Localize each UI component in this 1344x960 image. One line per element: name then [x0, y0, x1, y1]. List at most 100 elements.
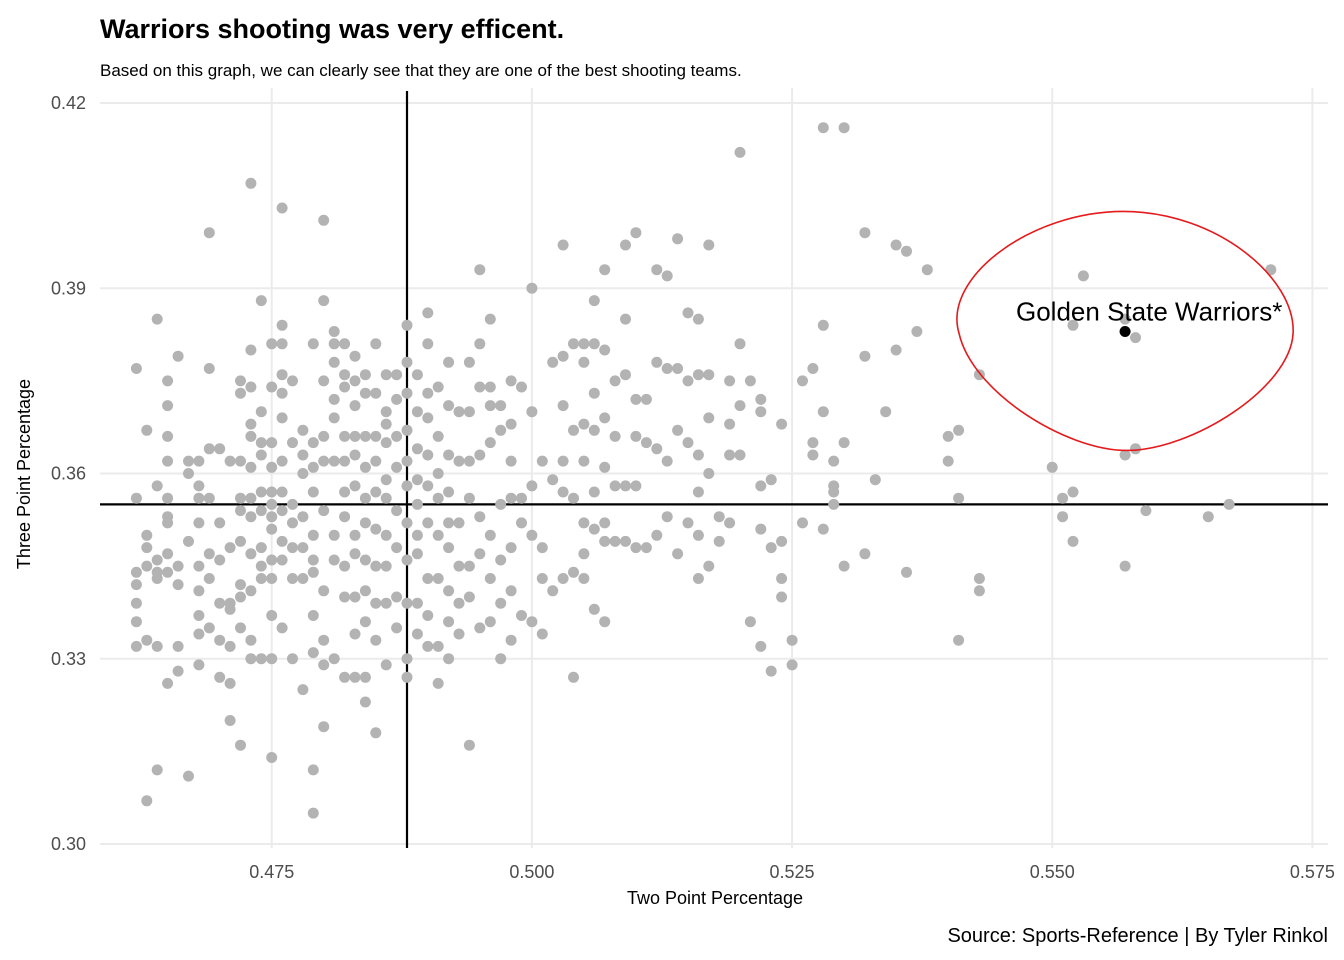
- data-point: [599, 344, 611, 356]
- data-point: [724, 418, 736, 430]
- data-point: [484, 529, 496, 541]
- data-point: [463, 560, 475, 572]
- data-point: [599, 461, 611, 473]
- data-point: [224, 455, 236, 467]
- data-point: [349, 350, 361, 362]
- data-point: [1067, 535, 1079, 547]
- data-point: [682, 375, 694, 387]
- data-point: [276, 319, 288, 331]
- data-point: [193, 480, 205, 492]
- data-point: [172, 640, 184, 652]
- data-point: [266, 554, 278, 566]
- data-point: [568, 338, 579, 350]
- data-point: [349, 628, 361, 640]
- data-point: [640, 542, 652, 554]
- data-point: [495, 653, 507, 665]
- data-point: [411, 474, 423, 486]
- data-point: [536, 573, 548, 584]
- data-point: [630, 393, 642, 405]
- data-point: [484, 437, 496, 449]
- data-point: [609, 375, 621, 387]
- data-point: [744, 616, 756, 628]
- data-point: [797, 375, 808, 387]
- data-point: [443, 356, 455, 368]
- data-point: [838, 122, 850, 134]
- data-point: [640, 393, 652, 405]
- data-point: [422, 449, 434, 461]
- data-point: [578, 338, 590, 350]
- data-point: [266, 498, 278, 510]
- data-point: [526, 616, 538, 628]
- data-point: [484, 381, 496, 393]
- data-point: [547, 474, 559, 486]
- data-point: [266, 511, 278, 523]
- data-point: [203, 622, 215, 634]
- data-point: [162, 455, 174, 467]
- data-point: [339, 591, 351, 603]
- data-point: [765, 542, 777, 554]
- data-point: [276, 554, 288, 566]
- data-point: [307, 610, 319, 621]
- data-point: [422, 573, 434, 584]
- data-point: [901, 566, 912, 578]
- data-point: [411, 529, 423, 541]
- data-point: [359, 387, 371, 399]
- data-point: [734, 400, 746, 412]
- data-point: [224, 715, 236, 726]
- data-point: [838, 560, 850, 572]
- data-point: [505, 492, 517, 504]
- data-point: [235, 579, 246, 591]
- data-point: [422, 517, 434, 529]
- data-point: [724, 375, 736, 387]
- data-point: [526, 529, 538, 541]
- data-point: [151, 573, 163, 584]
- data-point: [151, 554, 163, 566]
- data-point: [516, 381, 527, 393]
- data-point: [411, 443, 423, 455]
- data-point: [682, 437, 694, 449]
- data-point: [235, 622, 246, 634]
- data-point: [1067, 486, 1079, 498]
- data-point: [266, 486, 278, 498]
- data-point: [193, 560, 205, 572]
- data-point: [307, 764, 319, 776]
- data-points: [130, 122, 1277, 819]
- data-point: [328, 412, 340, 424]
- data-point: [599, 264, 611, 276]
- data-point: [318, 430, 330, 442]
- data-point: [568, 424, 579, 436]
- data-point: [755, 406, 767, 418]
- data-point: [672, 233, 684, 245]
- data-point: [183, 770, 194, 782]
- data-point: [568, 671, 579, 683]
- data-point: [453, 597, 465, 609]
- data-point: [953, 424, 965, 436]
- data-point: [276, 369, 288, 381]
- data-point: [776, 591, 788, 603]
- data-point: [245, 430, 257, 442]
- data-point: [1202, 511, 1214, 523]
- data-point: [432, 529, 444, 541]
- data-point: [692, 449, 704, 461]
- data-point: [526, 406, 538, 418]
- data-point: [172, 350, 184, 362]
- data-point: [391, 430, 403, 442]
- data-point: [765, 474, 777, 486]
- data-point: [651, 529, 663, 541]
- data-point: [526, 282, 538, 294]
- grid: [100, 88, 1328, 848]
- data-point: [578, 548, 590, 560]
- data-point: [463, 455, 475, 467]
- data-point: [672, 548, 684, 560]
- data-point: [380, 437, 392, 449]
- data-point: [141, 560, 153, 572]
- data-point: [214, 634, 226, 646]
- tick-labels: 0.475 0.500 0.525 0.550 0.575 0.30 0.33 0.36 0.3…: [51, 93, 1335, 882]
- y-axis-label: Three Point Percentage: [14, 379, 34, 569]
- data-point: [349, 400, 361, 412]
- data-point: [307, 807, 319, 819]
- data-point: [682, 517, 694, 529]
- data-point: [443, 653, 455, 665]
- data-point: [703, 560, 715, 572]
- data-point: [162, 375, 174, 387]
